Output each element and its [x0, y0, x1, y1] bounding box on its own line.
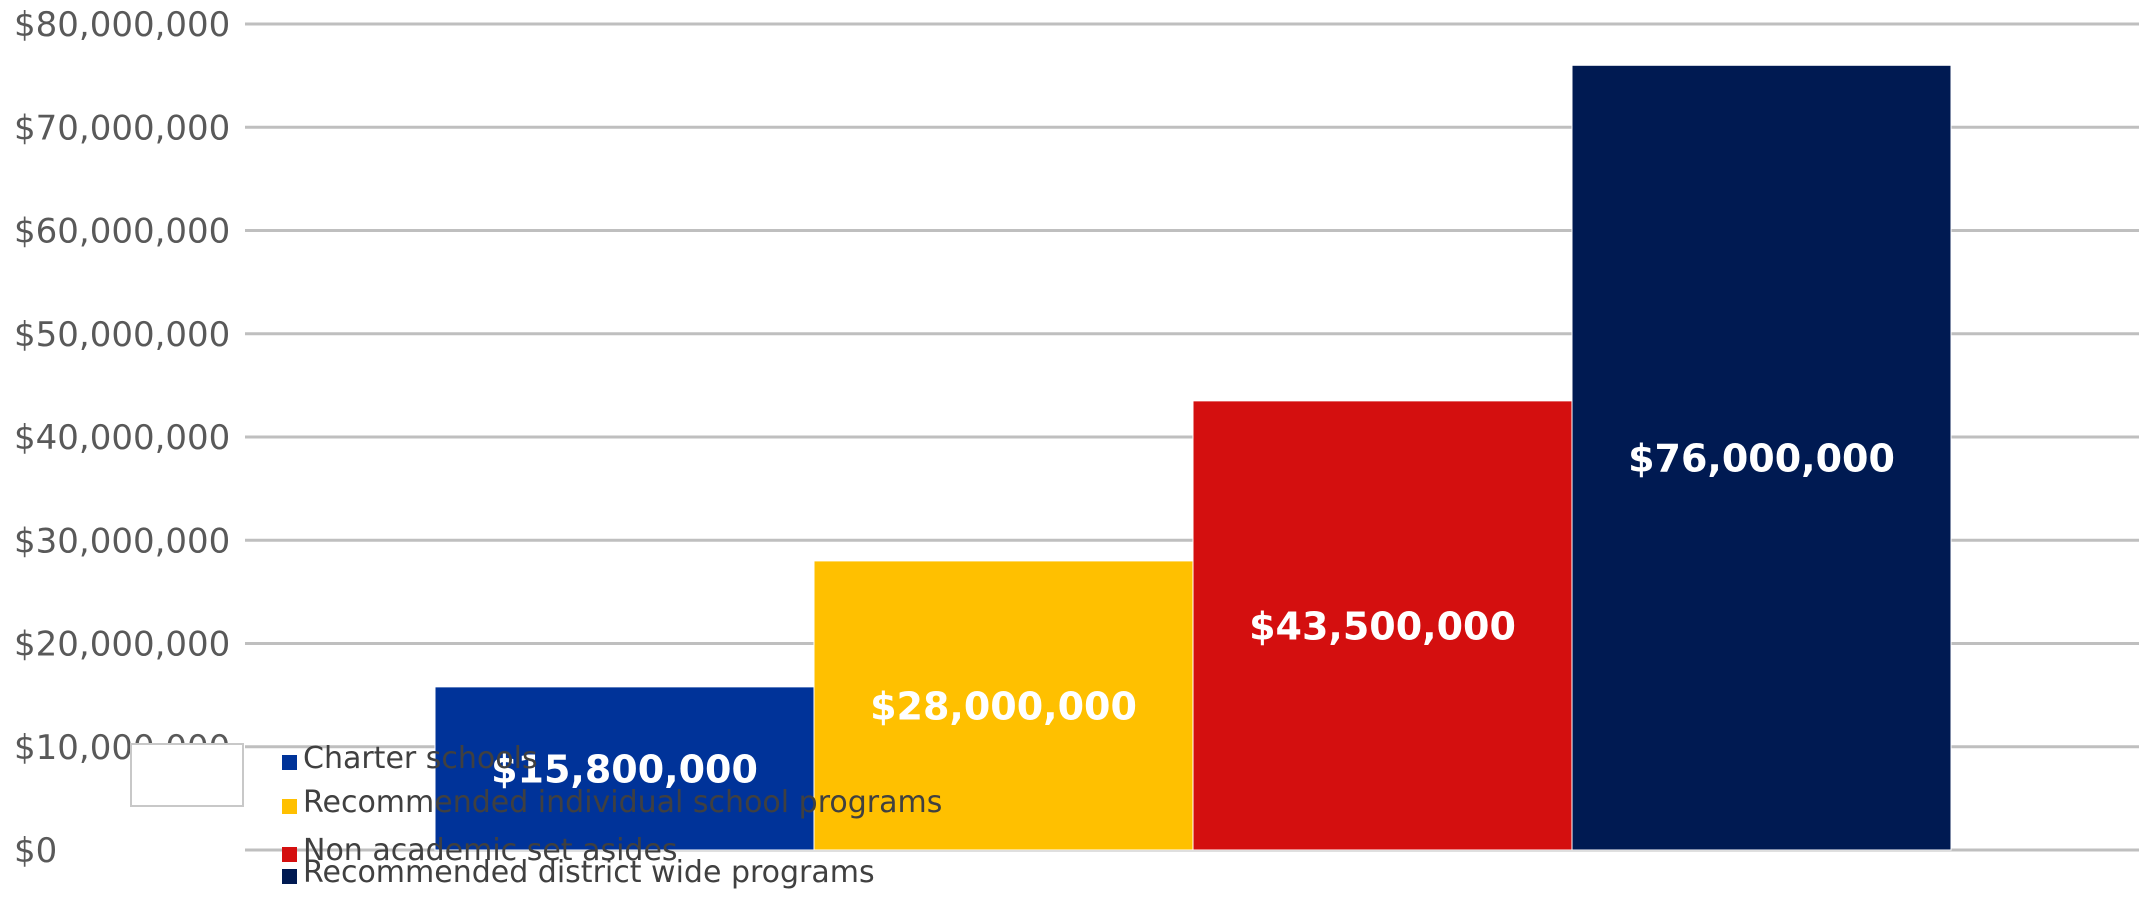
- legend: Charter schools Recommended individual sc…: [130, 741, 942, 890]
- bar: [434, 686, 815, 851]
- bar: [1571, 64, 1952, 851]
- bar-value-labels: $15,800,000 $28,000,000 $43,500,000 $76,000…: [491, 437, 1895, 792]
- legend-swatch: [282, 869, 297, 884]
- y-tick-label: $50,000,000: [14, 315, 230, 355]
- y-tick-label: $30,000,000: [14, 521, 230, 561]
- legend-entry-label: Non academic set asides: [303, 833, 678, 868]
- bars: [434, 64, 1952, 851]
- legend-entry-label: Recommended district wide programs: [303, 855, 875, 890]
- y-tick-label: $20,000,000: [14, 625, 230, 665]
- legend-swatch: [282, 799, 297, 814]
- bar-value-label: $15,800,000: [491, 747, 758, 791]
- y-tick-label: $70,000,000: [14, 108, 230, 148]
- legend-swatch: [282, 755, 297, 770]
- y-axis-ticks: $0$10,000,000$20,000,000$30,000,000$40,0…: [14, 5, 230, 871]
- y-tick-label: $0: [14, 831, 57, 871]
- bar-value-label: $28,000,000: [870, 684, 1137, 728]
- legend-entry-label: Recommended individual school programs: [303, 785, 942, 820]
- y-tick-label: $40,000,000: [14, 418, 230, 458]
- legend-swatch: [282, 847, 297, 862]
- legend-box: [130, 743, 244, 807]
- bar: [813, 560, 1194, 851]
- bar-value-label: $76,000,000: [1628, 437, 1895, 481]
- y-tick-label: $80,000,000: [14, 5, 230, 45]
- y-tick-label: $60,000,000: [14, 212, 230, 252]
- legend-entry-label: Charter schools: [303, 741, 538, 776]
- bar-value-label: $43,500,000: [1249, 604, 1516, 648]
- bar: [1192, 400, 1573, 851]
